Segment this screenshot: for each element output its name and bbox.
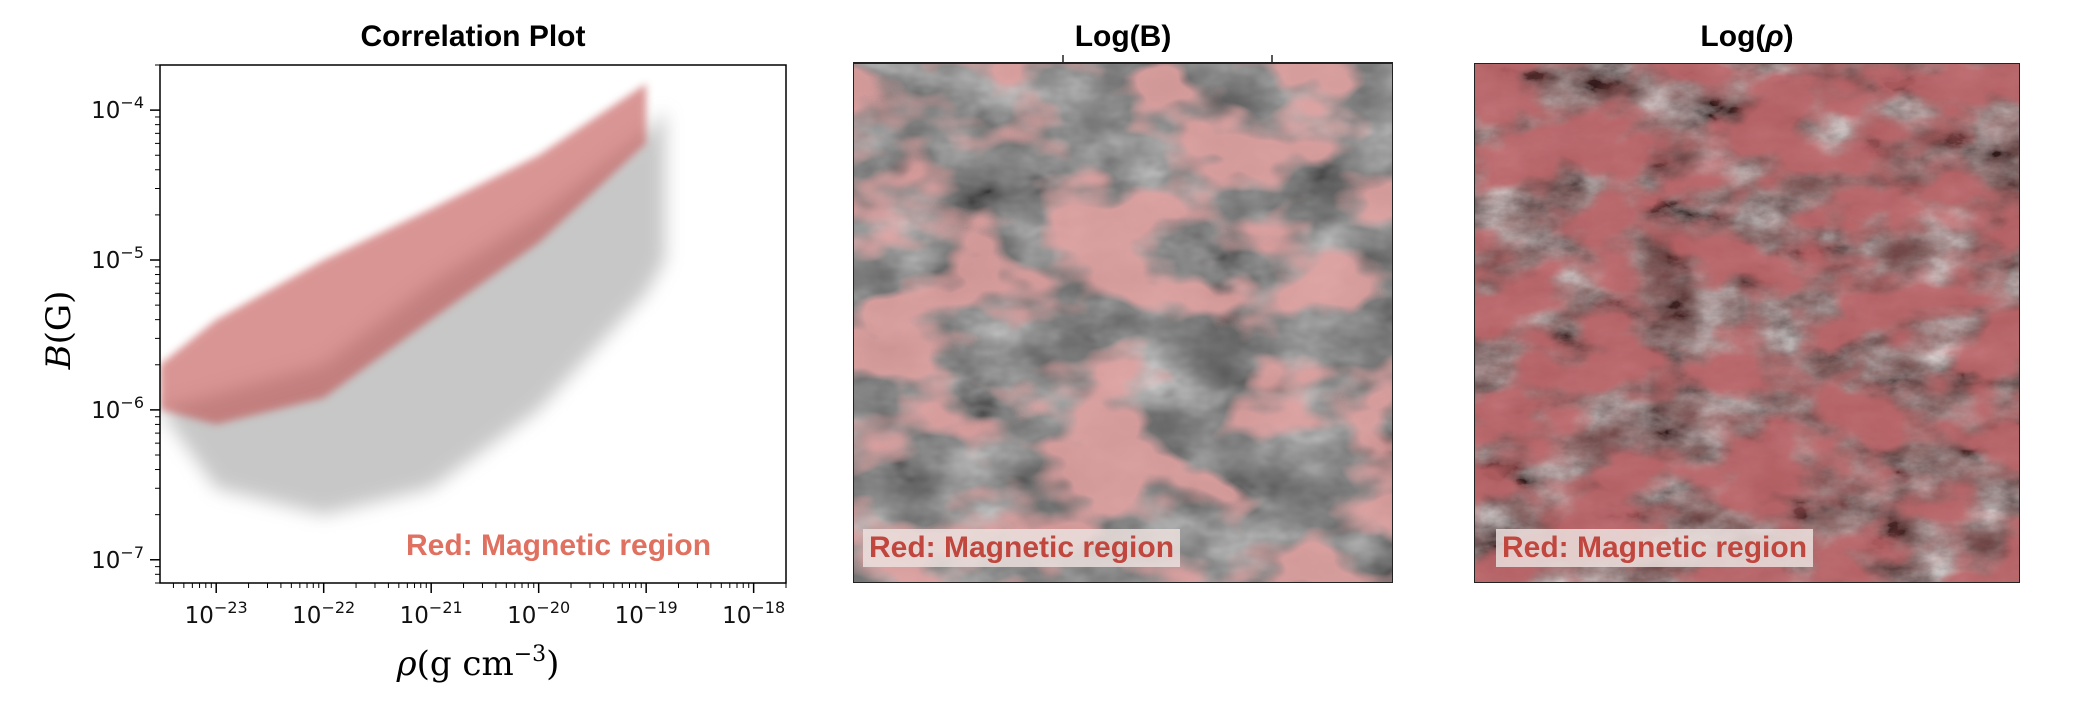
x-axis-label: ρ(g cm−3) — [396, 642, 560, 684]
x-tick-label: 10−18 — [722, 598, 785, 629]
y-tick-label: 10−5 — [91, 243, 144, 274]
y-tick-label: 10−7 — [91, 543, 144, 574]
log-rho-legend: Red: Magnetic region — [1496, 529, 1814, 567]
log-rho-title-symbol: ρ — [1765, 20, 1784, 53]
magnetic-region-cloud — [160, 83, 647, 425]
correlation-legend: Red: Magnetic region — [400, 527, 718, 565]
y-axis-label: B(G) — [39, 291, 79, 371]
y-tick-label: 10−4 — [91, 93, 144, 124]
log-b-legend: Red: Magnetic region — [863, 529, 1181, 567]
log-b-magnetic-overlay — [854, 64, 1392, 582]
x-tick-label: 10−19 — [615, 598, 678, 629]
log-rho-magnetic-overlay — [1475, 64, 2019, 582]
log-rho-title-prefix: Log( — [1700, 20, 1766, 53]
log-rho-title: Log(ρ) — [1474, 20, 2020, 54]
log-b-map — [853, 63, 1393, 583]
x-axis-ticks: 10−23 10−22 10−21 10−20 10−19 10−18 — [172, 583, 787, 629]
x-tick-label: 10−22 — [292, 598, 355, 629]
x-tick-label: 10−21 — [400, 598, 463, 629]
plot-frame — [159, 64, 787, 584]
log-rho-map — [1474, 63, 2020, 583]
y-tick-label: 10−6 — [91, 393, 144, 424]
correlation-plot-title: Correlation Plot — [360, 20, 586, 53]
x-tick-label: 10−23 — [185, 598, 248, 629]
log-b-title: Log(B) — [1074, 20, 1172, 53]
x-tick-label: 10−20 — [507, 598, 570, 629]
log-rho-title-suffix: ) — [1783, 20, 1794, 53]
y-axis-ticks: 10−7 10−6 10−5 10−4 — [91, 64, 160, 584]
